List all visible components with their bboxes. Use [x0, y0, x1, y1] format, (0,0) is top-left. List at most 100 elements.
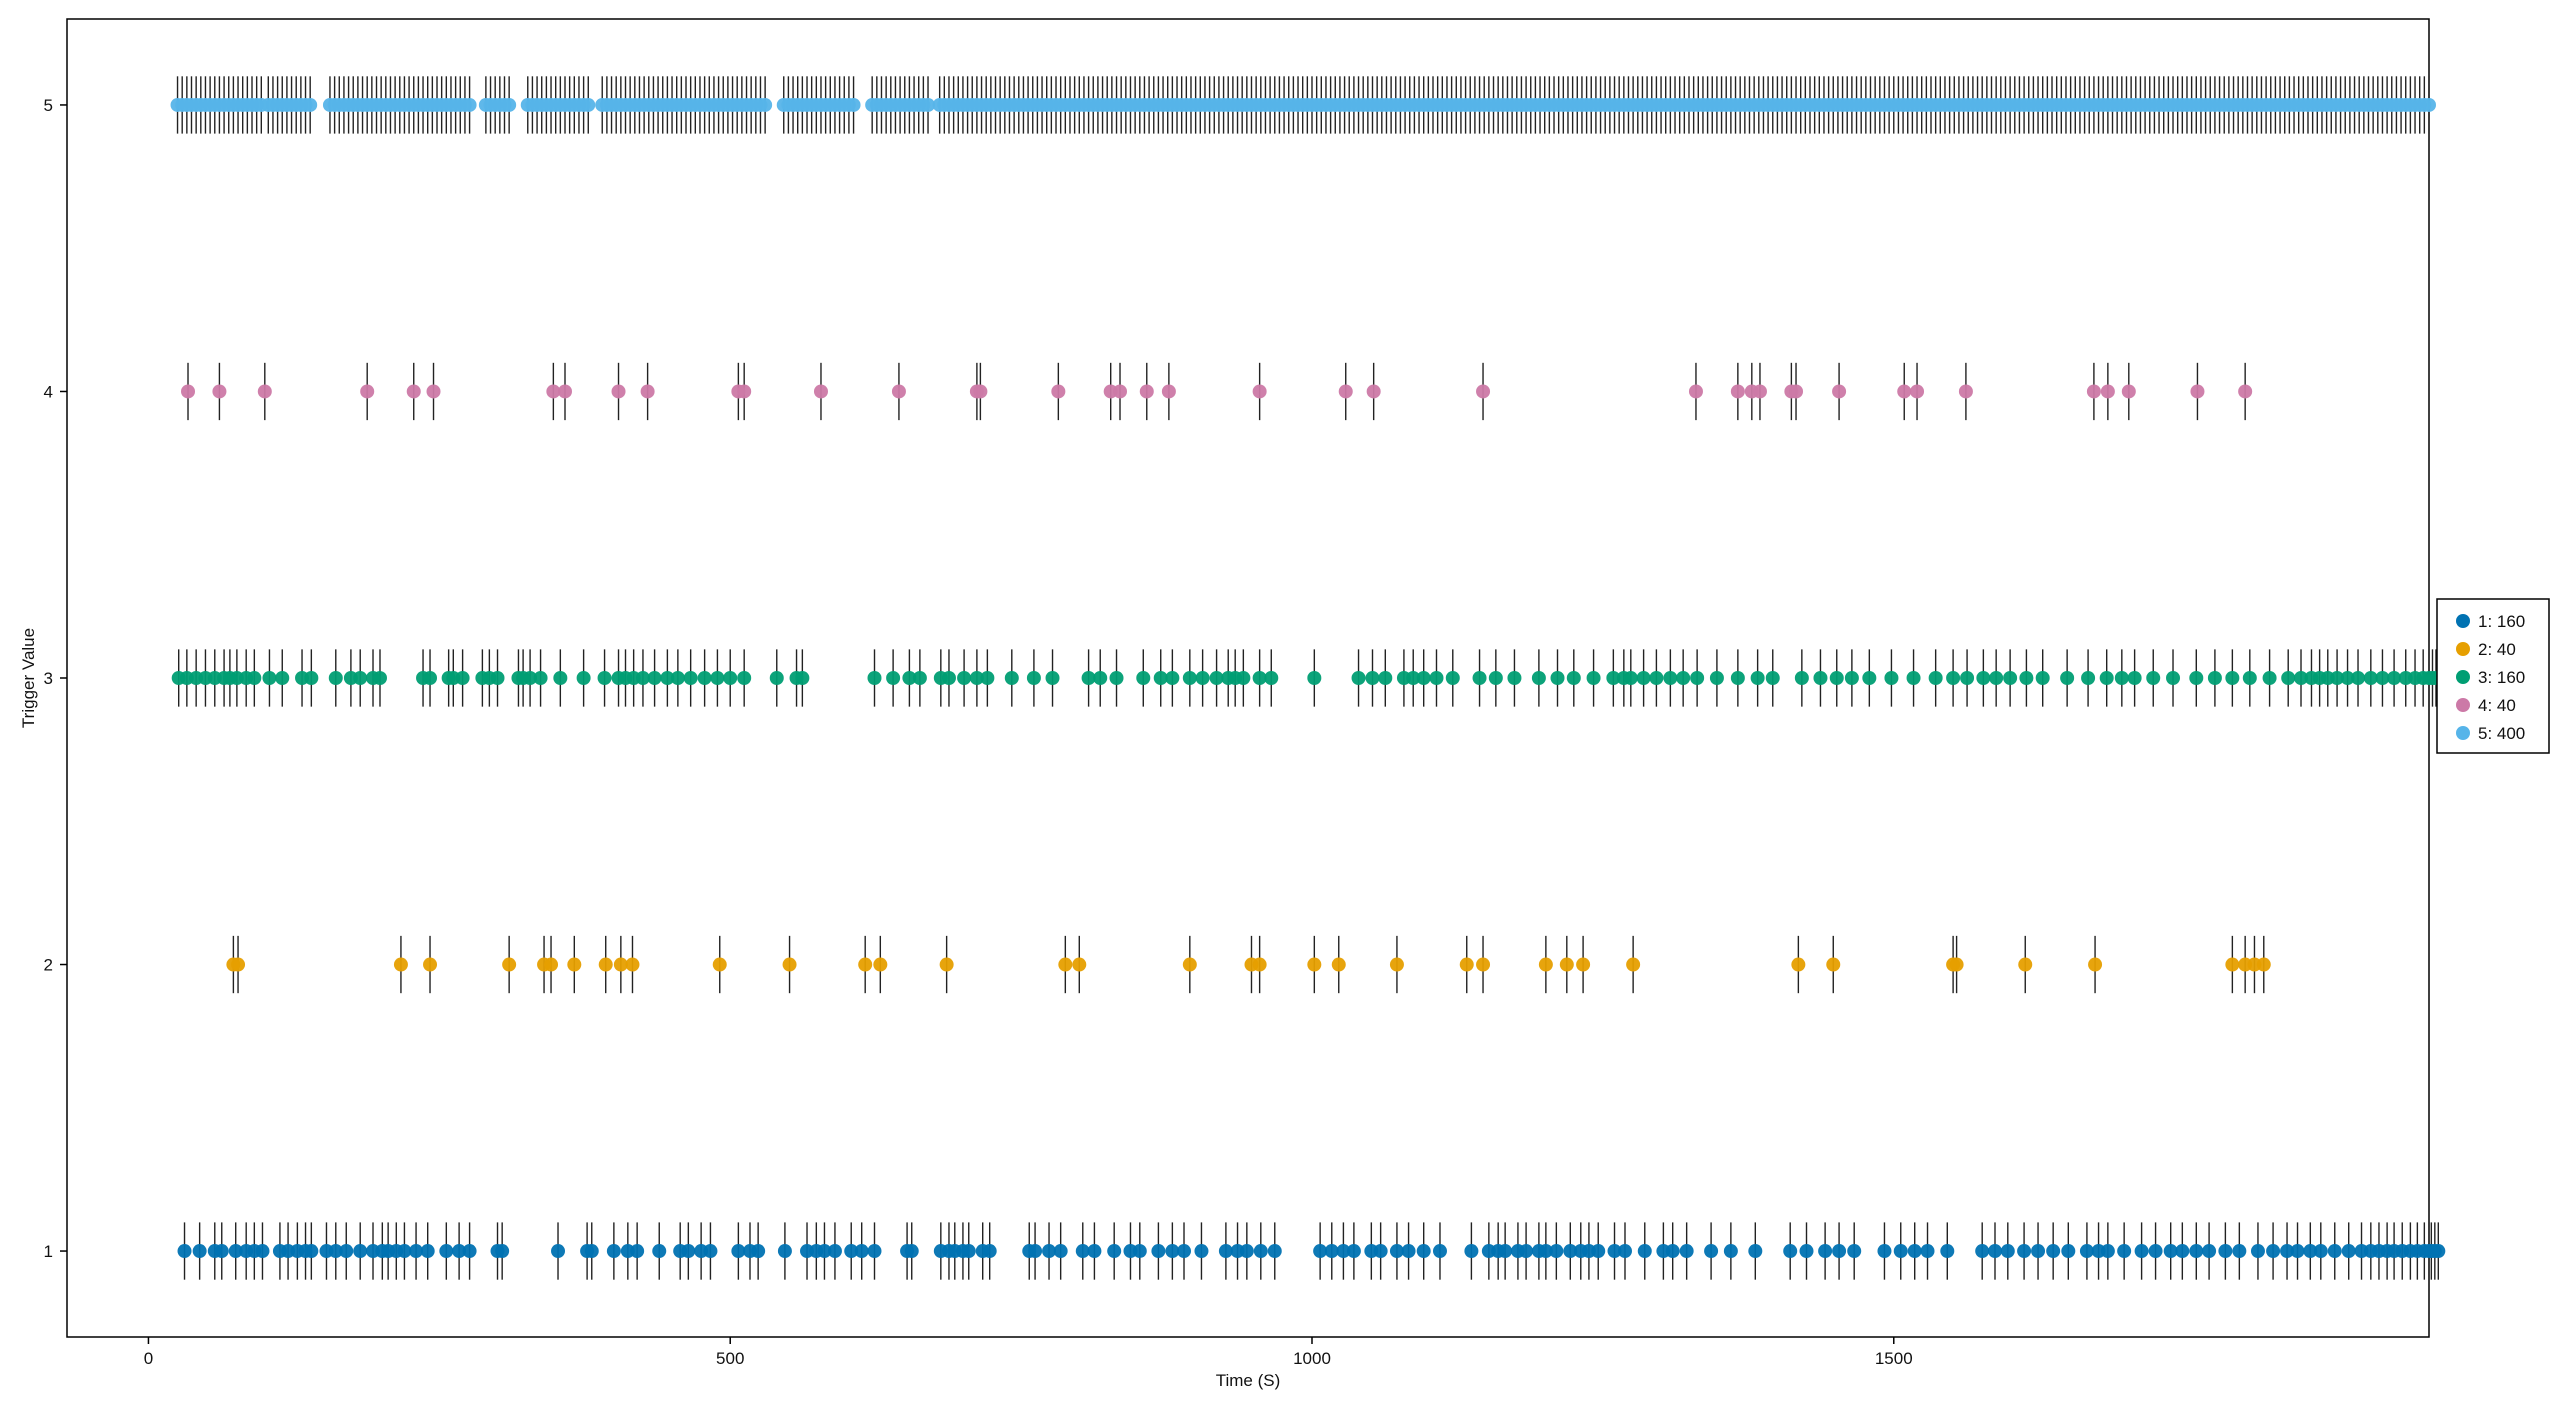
point-s1-144 [2313, 1244, 2328, 1259]
point-s3-90 [1586, 671, 1601, 685]
point-s1-81 [1346, 1244, 1361, 1259]
point-s3-62 [1093, 671, 1108, 685]
point-s3-20 [423, 671, 438, 685]
point-s3-119 [2081, 671, 2096, 685]
point-s1-122 [2000, 1244, 2015, 1259]
point-s1-43 [777, 1244, 792, 1259]
point-s3-10 [262, 671, 277, 685]
point-s3-60 [1045, 671, 1060, 685]
point-s3-54 [941, 671, 956, 685]
point-s1-145 [2327, 1244, 2342, 1259]
point-s3-40 [670, 671, 685, 685]
point-s2-16 [1058, 957, 1073, 972]
point-s1-39 [703, 1244, 718, 1259]
point-s3-49 [867, 671, 882, 685]
point-s4-23 [1366, 384, 1381, 399]
legend-box [2436, 598, 2550, 754]
point-s3-45 [737, 671, 752, 685]
point-s1-1 [192, 1244, 207, 1259]
point-s1-88 [1464, 1244, 1479, 1259]
point-s3-39 [660, 671, 675, 685]
point-s3-98 [1690, 671, 1705, 685]
point-s4-30 [1789, 384, 1804, 399]
point-s3-137 [2351, 671, 2366, 685]
point-s4-26 [1730, 384, 1745, 399]
point-s1-84 [1389, 1244, 1404, 1259]
point-s3-82 [1429, 671, 1444, 685]
point-s1-72 [1194, 1244, 1209, 1259]
point-s2-17 [1072, 957, 1087, 972]
point-s3-130 [2281, 671, 2296, 685]
point-s3-117 [2035, 671, 2050, 685]
point-s4-3 [360, 384, 375, 399]
point-s4-33 [1910, 384, 1925, 399]
point-s1-68 [1132, 1244, 1147, 1259]
point-s1-70 [1165, 1244, 1180, 1259]
point-s3-84 [1472, 671, 1487, 685]
point-s3-100 [1730, 671, 1745, 685]
point-s1-7 [255, 1244, 270, 1259]
point-s1-61 [1028, 1244, 1043, 1259]
point-s3-67 [1182, 671, 1197, 685]
point-s1-115 [1877, 1244, 1892, 1259]
point-s1-131 [2134, 1244, 2149, 1259]
point-s3-69 [1209, 671, 1224, 685]
point-s2-13 [858, 957, 873, 972]
point-s3-91 [1606, 671, 1621, 685]
point-s3-76 [1351, 671, 1366, 685]
point-s3-140 [2387, 671, 2402, 685]
point-s3-139 [2375, 671, 2390, 685]
point-s1-109 [1748, 1244, 1763, 1259]
point-s3-120 [2099, 671, 2114, 685]
legend-marker-5 [2456, 726, 2470, 740]
point-s1-130 [2117, 1244, 2132, 1259]
point-s2-12 [782, 957, 797, 972]
point-s1-105 [1665, 1244, 1680, 1259]
point-s1-62 [1042, 1244, 1057, 1259]
point-s3-87 [1531, 671, 1546, 685]
point-s1-86 [1416, 1244, 1431, 1259]
legend-label-1: 1: 160 [2478, 612, 2525, 631]
point-s3-11 [275, 671, 290, 685]
point-s1-12 [304, 1244, 319, 1259]
point-s2-39 [2256, 957, 2271, 972]
point-s3-116 [2019, 671, 2034, 685]
point-s3-31 [553, 671, 568, 685]
point-s2-23 [1389, 957, 1404, 972]
point-s2-3 [423, 957, 438, 972]
point-s2-26 [1538, 957, 1553, 972]
point-s4-28 [1752, 384, 1767, 399]
point-s3-63 [1109, 671, 1124, 685]
point-s4-13 [891, 384, 906, 399]
point-s4-7 [557, 384, 572, 399]
point-s1-107 [1704, 1244, 1719, 1259]
point-s1-146 [2341, 1244, 2356, 1259]
point-s5-131 [846, 97, 861, 112]
point-s3-64 [1136, 671, 1151, 685]
point-s3-125 [2189, 671, 2204, 685]
point-s1-119 [1940, 1244, 1955, 1259]
point-s1-0 [177, 1244, 192, 1259]
point-s4-16 [1051, 384, 1066, 399]
point-s2-35 [2088, 957, 2103, 972]
point-s3-108 [1884, 671, 1899, 685]
point-s1-132 [2148, 1244, 2163, 1259]
point-s1-141 [2280, 1244, 2295, 1259]
point-s4-37 [2121, 384, 2136, 399]
point-s4-5 [426, 384, 441, 399]
point-s3-57 [980, 671, 995, 685]
point-s4-39 [2238, 384, 2253, 399]
point-s1-73 [1218, 1244, 1233, 1259]
point-s5-79 [581, 97, 596, 112]
point-s4-6 [546, 384, 561, 399]
legend-marker-2 [2456, 642, 2470, 656]
point-s1-108 [1723, 1244, 1738, 1259]
point-s1-87 [1432, 1244, 1447, 1259]
point-s3-138 [2363, 671, 2378, 685]
point-s1-48 [844, 1244, 859, 1259]
point-s1-126 [2061, 1244, 2076, 1259]
point-s1-135 [2189, 1244, 2204, 1259]
point-s3-101 [1750, 671, 1765, 685]
point-s1-59 [982, 1244, 997, 1259]
point-s3-41 [683, 671, 698, 685]
